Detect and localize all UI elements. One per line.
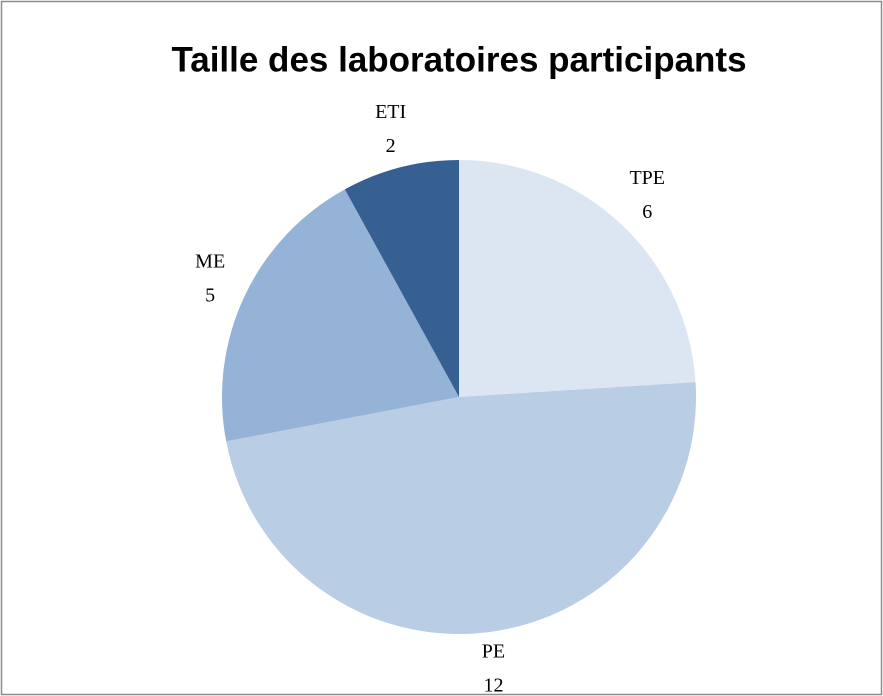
slice-label: ETI: [375, 101, 406, 123]
slice-label: PE: [482, 640, 505, 662]
slice-value: 12: [483, 674, 503, 696]
slice-value: 6: [642, 201, 652, 223]
slice-value: 5: [205, 285, 215, 307]
slice-label: ME: [195, 251, 225, 273]
slice-value: 2: [386, 135, 396, 157]
pie-slice: [459, 160, 696, 397]
pie-slice: [221, 189, 459, 442]
pie-slice: [344, 160, 459, 397]
slice-label: TPE: [629, 167, 665, 189]
pie-slice: [226, 382, 696, 635]
chart-title: Taille des laboratoires participants: [171, 40, 746, 79]
